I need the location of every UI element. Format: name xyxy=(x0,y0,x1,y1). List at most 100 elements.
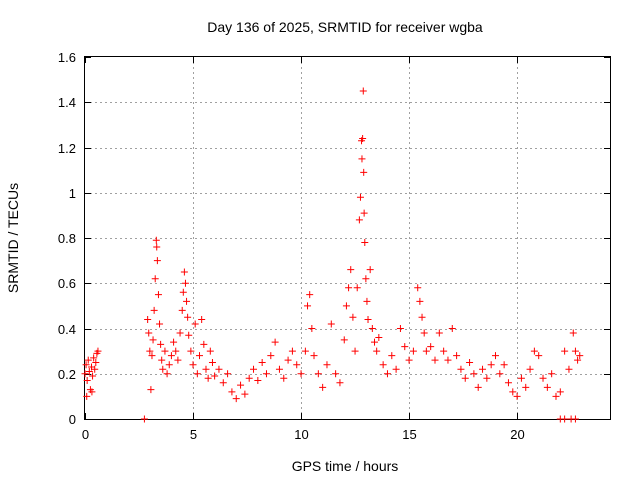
data-points xyxy=(81,87,584,423)
y-tick-label: 1.2 xyxy=(58,141,76,156)
y-tick-label: 1.4 xyxy=(58,95,76,110)
data-point xyxy=(250,365,258,373)
data-point xyxy=(170,338,178,346)
data-point xyxy=(314,370,322,378)
data-point xyxy=(161,347,169,355)
data-point xyxy=(543,383,551,391)
data-point xyxy=(241,390,249,398)
data-point xyxy=(308,325,316,332)
data-point xyxy=(491,352,499,360)
data-point xyxy=(224,370,232,378)
data-point xyxy=(85,367,93,375)
data-point xyxy=(158,356,166,364)
data-point xyxy=(353,284,361,292)
data-point xyxy=(360,209,368,217)
data-point xyxy=(148,352,156,360)
data-point xyxy=(416,297,424,305)
data-point xyxy=(181,279,189,287)
data-point xyxy=(470,370,478,378)
data-point xyxy=(552,392,560,400)
data-point xyxy=(174,356,182,364)
data-point xyxy=(146,347,154,355)
data-point xyxy=(153,257,161,265)
data-point xyxy=(254,377,262,385)
data-point xyxy=(151,275,159,283)
data-point xyxy=(388,352,396,360)
y-tick-label: 0 xyxy=(69,412,76,427)
data-point xyxy=(448,325,456,332)
data-point xyxy=(359,134,367,142)
chart-title: Day 136 of 2025, SRMTID for receiver wgb… xyxy=(207,19,483,35)
data-point xyxy=(310,352,318,360)
axis-ticks: 0 0.2 0.4 0.6 0.8 1 1.2 1.4 1.6 0 5 10 15 20 xyxy=(58,50,610,442)
data-point xyxy=(154,291,162,299)
data-point xyxy=(457,365,465,373)
data-point xyxy=(159,365,167,373)
y-tick-label: 0.4 xyxy=(58,322,76,337)
data-point xyxy=(509,388,517,396)
data-point xyxy=(91,365,99,373)
data-point xyxy=(371,338,379,346)
x-tick-label: 10 xyxy=(294,427,308,442)
data-point xyxy=(360,168,368,176)
data-point xyxy=(140,415,148,423)
data-point xyxy=(453,352,461,360)
data-point xyxy=(271,338,279,346)
data-point xyxy=(156,320,164,328)
data-point xyxy=(232,395,240,403)
data-point xyxy=(504,379,512,387)
data-point xyxy=(444,356,452,364)
data-point xyxy=(418,313,426,321)
data-point xyxy=(539,374,547,382)
x-tick-label: 5 xyxy=(190,427,197,442)
data-point xyxy=(569,329,577,337)
data-point xyxy=(340,336,348,344)
data-point xyxy=(92,358,100,366)
data-point xyxy=(178,306,186,314)
data-point xyxy=(435,329,443,337)
data-point xyxy=(414,284,422,292)
data-point xyxy=(262,370,270,378)
data-point xyxy=(496,370,504,378)
data-point xyxy=(500,361,508,369)
data-point xyxy=(345,284,353,292)
data-point xyxy=(202,365,210,373)
data-point xyxy=(342,302,350,310)
data-point xyxy=(215,365,223,373)
x-tick-label: 20 xyxy=(510,427,524,442)
data-point xyxy=(81,370,89,378)
data-point xyxy=(189,361,197,369)
data-point xyxy=(206,347,214,355)
data-point xyxy=(361,239,369,247)
data-point xyxy=(163,370,171,378)
data-point xyxy=(319,383,327,391)
grid xyxy=(85,57,610,419)
plot-border xyxy=(84,56,611,420)
data-point xyxy=(288,347,296,355)
data-point xyxy=(84,356,92,364)
data-point xyxy=(284,356,292,364)
data-point xyxy=(237,381,245,389)
data-point xyxy=(167,352,175,360)
data-point xyxy=(574,356,582,364)
data-point xyxy=(219,379,227,387)
data-point xyxy=(517,374,525,382)
data-point xyxy=(176,329,184,337)
data-point xyxy=(373,347,381,355)
data-point xyxy=(359,87,367,95)
data-point xyxy=(200,340,208,348)
data-point xyxy=(526,365,534,373)
data-point xyxy=(561,347,569,355)
data-point xyxy=(88,388,96,396)
data-point xyxy=(89,372,97,380)
data-point xyxy=(362,275,370,283)
data-point xyxy=(379,361,387,369)
data-point xyxy=(147,386,155,394)
y-tick-label: 0.6 xyxy=(58,276,76,291)
data-point xyxy=(157,340,165,348)
data-point xyxy=(185,331,193,339)
data-point xyxy=(576,352,584,360)
data-point xyxy=(293,361,301,369)
data-point xyxy=(513,392,521,400)
y-tick-label: 0.2 xyxy=(58,367,76,382)
